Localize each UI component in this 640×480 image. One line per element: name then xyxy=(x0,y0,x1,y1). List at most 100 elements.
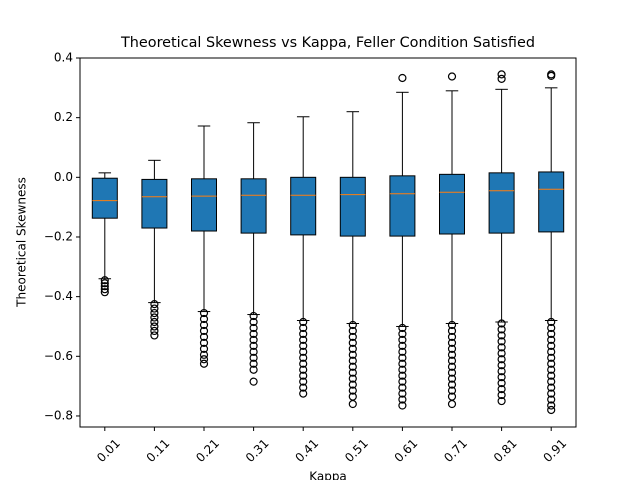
outlier xyxy=(150,308,159,318)
outlier xyxy=(348,350,357,359)
outlier xyxy=(199,308,209,318)
outlier xyxy=(100,282,109,291)
outlier xyxy=(199,355,209,364)
outlier xyxy=(150,326,159,336)
outlier xyxy=(497,379,506,388)
box xyxy=(488,172,515,234)
y-tick-label: −0.8 xyxy=(44,408,73,422)
outlier xyxy=(447,380,457,389)
outlier xyxy=(547,395,556,404)
outlier xyxy=(398,383,407,392)
outlier xyxy=(249,311,258,321)
outlier xyxy=(497,74,506,83)
outlier xyxy=(398,395,407,404)
outlier xyxy=(249,359,258,368)
outlier xyxy=(348,368,357,377)
outlier xyxy=(547,377,556,386)
outlier xyxy=(199,344,209,353)
outlier xyxy=(150,331,159,340)
outlier xyxy=(497,70,506,79)
outlier xyxy=(100,288,109,297)
outlier xyxy=(497,331,506,340)
outlier xyxy=(199,359,209,368)
x-axis-label: Kappa xyxy=(309,470,347,480)
outlier xyxy=(299,329,308,339)
outlier xyxy=(497,343,506,352)
outlier xyxy=(398,323,407,333)
outlier xyxy=(447,350,457,359)
outlier xyxy=(398,371,407,380)
outlier xyxy=(348,338,357,347)
plot-frame xyxy=(79,57,577,428)
outlier xyxy=(299,383,308,392)
outlier xyxy=(497,390,506,400)
outlier xyxy=(100,279,109,288)
outlier xyxy=(150,304,159,313)
box xyxy=(538,171,565,233)
outlier xyxy=(547,70,556,79)
outlier xyxy=(398,347,407,356)
outlier xyxy=(447,374,457,383)
outlier xyxy=(348,326,357,336)
outlier xyxy=(398,389,407,398)
outlier xyxy=(447,386,457,395)
outlier xyxy=(199,338,209,347)
y-axis-label: Theoretical Skewness xyxy=(15,177,29,308)
box xyxy=(290,176,317,236)
outlier xyxy=(348,332,357,342)
outlier xyxy=(150,317,159,327)
outlier xyxy=(249,377,258,386)
outlier xyxy=(547,347,556,356)
outlier xyxy=(547,389,556,398)
outlier xyxy=(299,377,308,386)
box xyxy=(191,178,217,232)
box xyxy=(389,175,416,237)
outlier xyxy=(547,353,556,362)
outlier xyxy=(299,317,308,327)
outlier xyxy=(447,332,457,342)
outlier xyxy=(398,73,407,83)
outlier xyxy=(249,323,258,333)
outlier xyxy=(497,325,506,334)
outlier xyxy=(199,332,209,342)
outlier xyxy=(497,361,506,370)
outlier xyxy=(299,335,308,344)
outlier xyxy=(547,323,556,333)
outlier xyxy=(547,401,556,410)
outlier xyxy=(348,362,357,371)
outlier xyxy=(348,320,357,330)
outlier xyxy=(447,368,457,377)
outlier xyxy=(547,371,556,380)
outlier xyxy=(547,317,556,327)
y-tick-label: −0.2 xyxy=(44,229,73,243)
outlier xyxy=(398,359,407,368)
y-tick-label: 0.4 xyxy=(54,51,73,65)
box xyxy=(91,177,118,219)
outlier xyxy=(348,344,357,353)
outlier xyxy=(249,329,258,339)
outlier xyxy=(100,285,109,294)
outlier xyxy=(547,405,556,415)
outlier xyxy=(398,377,407,386)
y-tick-label: −0.4 xyxy=(44,289,73,303)
outlier xyxy=(547,341,556,350)
outlier xyxy=(199,350,209,359)
outlier xyxy=(299,371,308,380)
outlier xyxy=(398,335,407,344)
outlier xyxy=(547,365,556,374)
outlier xyxy=(447,399,457,409)
outlier xyxy=(398,329,407,339)
outlier xyxy=(100,276,109,285)
outlier xyxy=(547,329,556,339)
outlier xyxy=(447,362,457,371)
outlier xyxy=(547,383,556,392)
outlier xyxy=(497,396,506,406)
outlier xyxy=(150,313,159,322)
outlier xyxy=(249,353,258,362)
outlier xyxy=(199,314,209,324)
outlier xyxy=(249,335,258,344)
box xyxy=(339,176,366,237)
